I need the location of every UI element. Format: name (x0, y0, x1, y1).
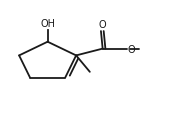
Text: OH: OH (40, 18, 55, 28)
Text: O: O (98, 20, 106, 30)
Text: O: O (128, 44, 135, 54)
